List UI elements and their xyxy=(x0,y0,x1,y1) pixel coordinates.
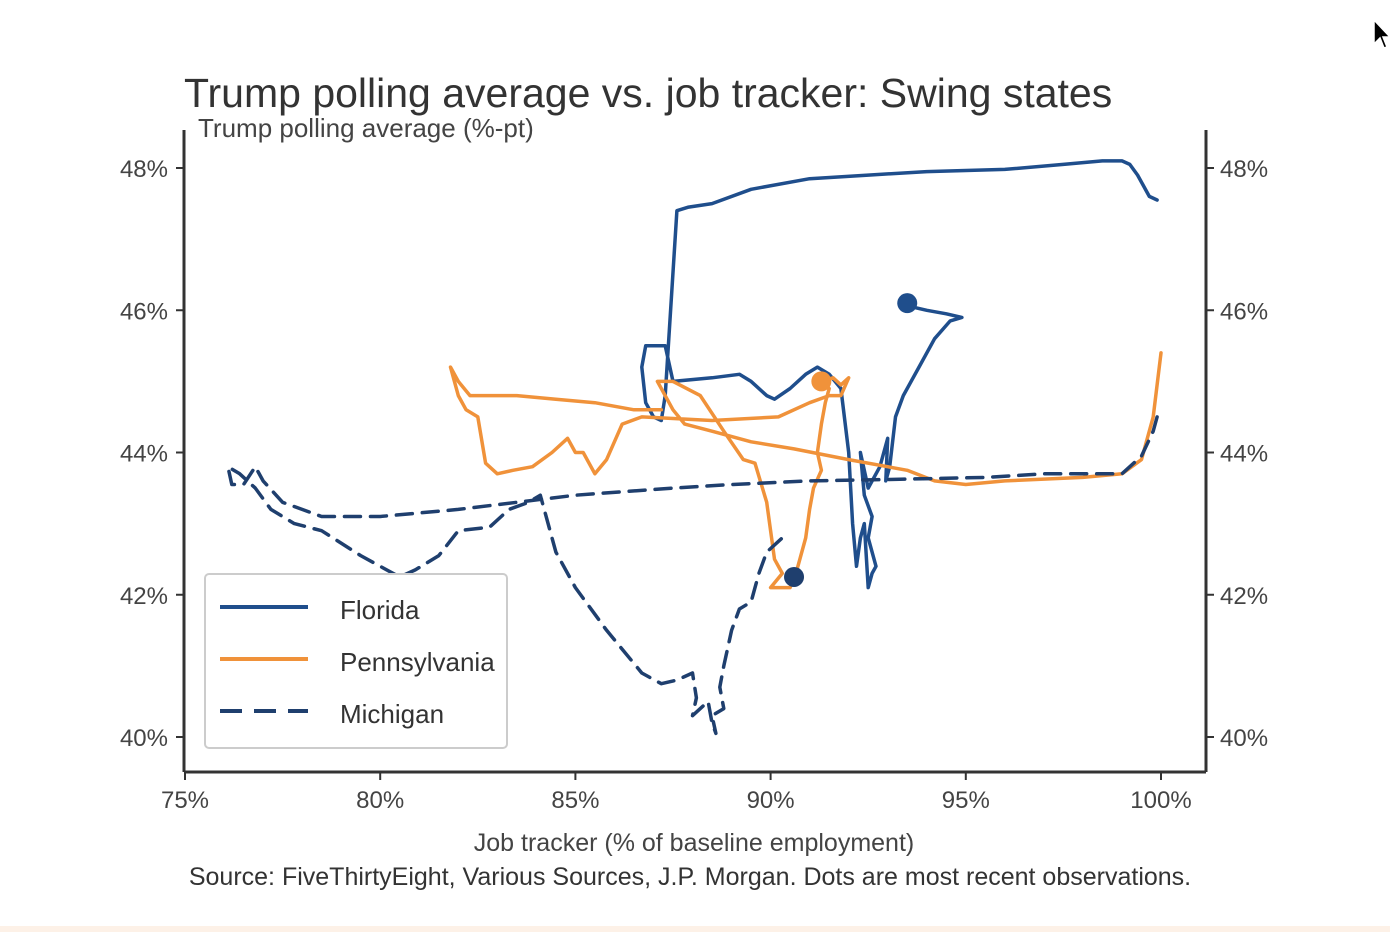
x-tick-label: 90% xyxy=(747,787,795,814)
bottom-strip xyxy=(0,926,1390,932)
y-tick-label-left: 42% xyxy=(120,583,168,610)
legend-label-pennsylvania: Pennsylvania xyxy=(340,647,495,677)
y-tick-label-right: 40% xyxy=(1220,725,1268,752)
y-tick-label-left: 40% xyxy=(120,725,168,752)
series-line-florida xyxy=(640,159,1159,590)
x-tick-label: 95% xyxy=(942,787,990,814)
x-tick-label: 85% xyxy=(551,787,599,814)
source-note: Source: FiveThirtyEight, Various Sources… xyxy=(189,863,1191,891)
x-axis-label: Job tracker (% of baseline employment) xyxy=(474,829,914,857)
y-tick-label-right: 46% xyxy=(1220,298,1268,325)
ticks-layer: 75% 80% 85% 90% 95% 100% 40% 40% 42% 42% 44% 44% 46%… xyxy=(120,156,1268,814)
legend-label-michigan: Michigan xyxy=(340,699,444,729)
y-tick-label-left: 46% xyxy=(120,298,168,325)
x-tick-label: 75% xyxy=(161,787,209,814)
y-tick-label-right: 48% xyxy=(1220,156,1268,183)
series-line-pennsylvania xyxy=(448,351,1163,590)
series-line-michigan xyxy=(226,415,1159,736)
y-tick-label-right: 42% xyxy=(1220,583,1268,610)
legend: Florida Pennsylvania Michigan xyxy=(204,573,508,749)
y-axis-label: Trump polling average (%-pt) xyxy=(198,113,534,143)
y-tick-label-left: 48% xyxy=(120,156,168,183)
legend-label-florida: Florida xyxy=(340,595,420,625)
last-point-michigan xyxy=(784,566,805,587)
x-tick-label: 100% xyxy=(1130,787,1191,814)
lines-layer xyxy=(226,159,1163,736)
last-point-florida xyxy=(897,293,918,314)
x-tick-label: 80% xyxy=(356,787,404,814)
mouse-cursor-icon xyxy=(1373,18,1390,49)
legend-box xyxy=(204,573,508,749)
y-tick-label-left: 44% xyxy=(120,441,168,468)
y-tick-label-right: 44% xyxy=(1220,441,1268,468)
chart-title: Trump polling average vs. job tracker: S… xyxy=(184,70,1112,116)
last-point-pennsylvania xyxy=(811,371,832,392)
